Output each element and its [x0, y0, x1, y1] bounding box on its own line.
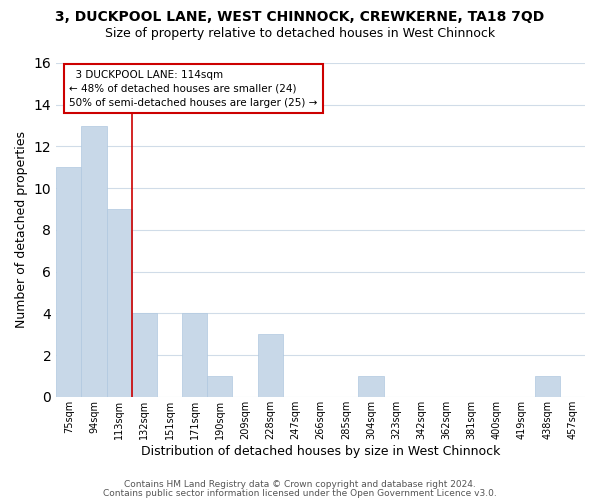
- Text: Size of property relative to detached houses in West Chinnock: Size of property relative to detached ho…: [105, 28, 495, 40]
- Bar: [207, 376, 232, 397]
- Bar: [132, 314, 157, 397]
- Bar: [107, 209, 132, 397]
- Bar: [535, 376, 560, 397]
- Text: 3 DUCKPOOL LANE: 114sqm  
← 48% of detached houses are smaller (24)
50% of semi-: 3 DUCKPOOL LANE: 114sqm ← 48% of detache…: [70, 70, 318, 108]
- Y-axis label: Number of detached properties: Number of detached properties: [15, 132, 28, 328]
- Text: Contains HM Land Registry data © Crown copyright and database right 2024.: Contains HM Land Registry data © Crown c…: [124, 480, 476, 489]
- X-axis label: Distribution of detached houses by size in West Chinnock: Distribution of detached houses by size …: [141, 444, 500, 458]
- Bar: [182, 314, 207, 397]
- Bar: [257, 334, 283, 397]
- Bar: [82, 126, 107, 397]
- Bar: [56, 168, 82, 397]
- Text: 3, DUCKPOOL LANE, WEST CHINNOCK, CREWKERNE, TA18 7QD: 3, DUCKPOOL LANE, WEST CHINNOCK, CREWKER…: [55, 10, 545, 24]
- Bar: [358, 376, 383, 397]
- Text: Contains public sector information licensed under the Open Government Licence v3: Contains public sector information licen…: [103, 488, 497, 498]
